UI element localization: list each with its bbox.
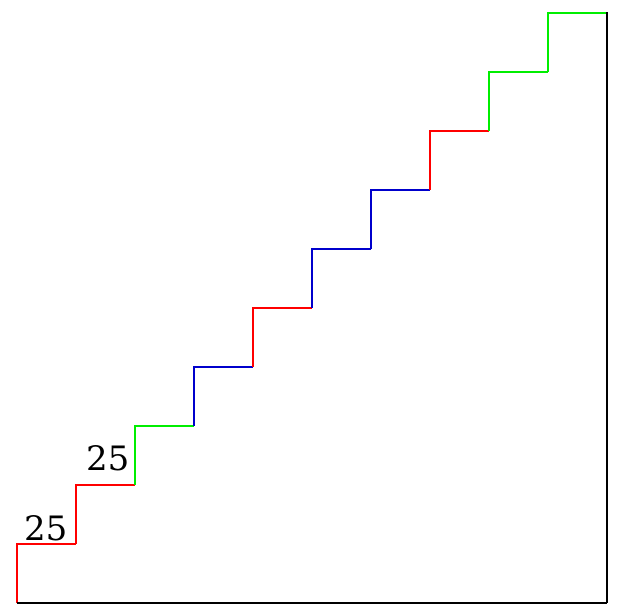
stair-step-7 <box>370 189 430 249</box>
staircase-steps <box>16 12 607 603</box>
stair-step-6 <box>311 248 371 308</box>
stair-step-4 <box>193 366 253 426</box>
step-width-label-2: 25 <box>86 439 129 479</box>
step-width-label-1: 25 <box>24 509 67 549</box>
stair-step-3 <box>134 425 194 485</box>
stair-step-5 <box>252 307 312 367</box>
stair-step-1 <box>16 543 76 603</box>
stair-step-10 <box>547 12 607 72</box>
stair-step-2 <box>75 484 135 544</box>
stair-step-9 <box>488 71 548 131</box>
stair-step-8 <box>429 130 489 190</box>
